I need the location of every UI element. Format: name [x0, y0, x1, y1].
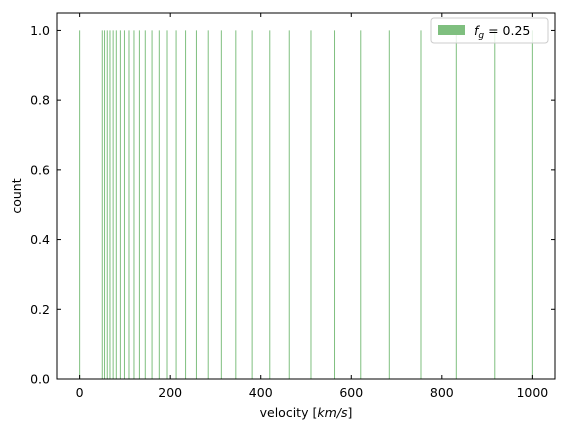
y-tick-label: 1.0	[30, 23, 50, 38]
legend-box	[430, 17, 549, 44]
legend-swatch	[438, 25, 465, 35]
x-tick-label: 0	[76, 385, 84, 400]
x-ticks-group: 0 200 400 600 800 1000	[76, 13, 548, 400]
y-tick-label: 0.4	[30, 232, 50, 247]
x-axis-label-close: ]	[347, 405, 352, 420]
x-tick-label: 600	[339, 385, 363, 400]
x-axis-label-text: velocity	[260, 405, 309, 420]
bars-group	[79, 30, 533, 379]
y-tick-label: 0.8	[30, 93, 50, 108]
y-tick-label: 0.6	[30, 162, 50, 177]
legend-label-subscript: g	[478, 31, 484, 41]
x-tick-label: 400	[249, 385, 273, 400]
y-ticks-group: 0.0 0.2 0.4 0.6 0.8 1.0	[30, 23, 555, 387]
y-axis-label: count	[9, 178, 24, 213]
x-tick-label: 800	[430, 385, 454, 400]
y-tick-label: 0.2	[30, 302, 50, 317]
legend-label-symbol: f	[474, 23, 480, 38]
y-tick-label: 0.0	[30, 372, 50, 387]
legend: fg = 0.25	[430, 17, 549, 44]
legend-label: fg = 0.25	[474, 23, 530, 41]
x-tick-label: 1000	[516, 385, 548, 400]
x-axis-label-unit: km/s	[317, 405, 348, 420]
x-axis-label-open: [	[308, 405, 317, 420]
legend-label-value: = 0.25	[484, 23, 530, 38]
x-axis-label: velocity [km/s]	[260, 405, 353, 420]
x-tick-label: 200	[158, 385, 182, 400]
plot-frame	[56, 12, 556, 380]
